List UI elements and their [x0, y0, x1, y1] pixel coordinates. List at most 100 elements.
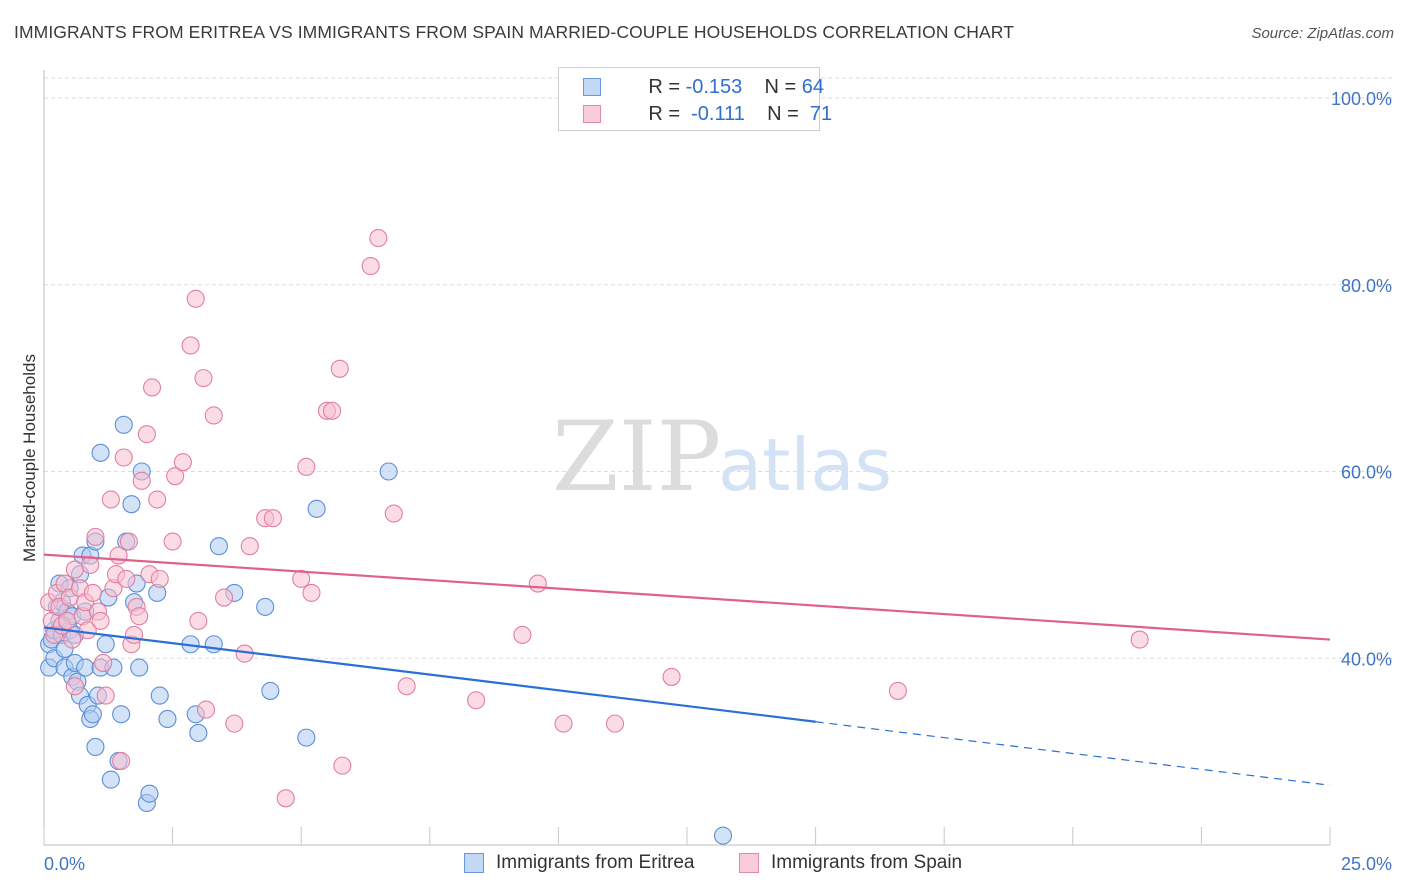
- spain-legend-swatch: [739, 853, 759, 873]
- legend-item-eritrea: Immigrants from Eritrea: [464, 852, 694, 874]
- n-label: N =: [764, 75, 802, 98]
- eritrea-trend-line: [43, 626, 816, 723]
- eritrea-point: [101, 770, 120, 789]
- spain-point: [130, 607, 149, 626]
- eritrea-point: [307, 499, 326, 518]
- eritrea-point: [204, 635, 223, 654]
- spain-point: [148, 490, 167, 509]
- spain-point: [96, 686, 115, 705]
- spain-point: [166, 467, 185, 486]
- eritrea-point: [91, 443, 110, 462]
- legend-row-eritrea-text: R = -0.153 N = 64: [615, 53, 824, 122]
- spain-point: [181, 336, 200, 355]
- legend-row-spain-text: R = -0.111 N = 71: [615, 80, 832, 149]
- source-label: Source: ZipAtlas.com: [1251, 25, 1394, 42]
- eritrea-point: [209, 537, 228, 556]
- r-label: R =: [648, 102, 686, 125]
- eritrea-point: [86, 737, 105, 757]
- spain-point: [91, 611, 110, 630]
- spain-point: [369, 229, 388, 248]
- spain-point: [78, 621, 97, 640]
- eritrea-point: [83, 705, 102, 724]
- eritrea-point: [96, 635, 115, 654]
- spain-point: [361, 257, 380, 276]
- spain-point: [263, 509, 282, 528]
- spain-point: [240, 537, 259, 556]
- spain-point: [214, 588, 234, 607]
- spain-point: [662, 667, 681, 686]
- eritrea-point: [379, 462, 398, 481]
- n-value: 71: [804, 102, 833, 125]
- spain-swatch: [583, 105, 601, 123]
- eritrea-trend-extension: [815, 721, 1331, 786]
- y-axis-title: Married-couple Households: [20, 354, 39, 562]
- data-points: [40, 229, 1149, 845]
- eritrea-point: [158, 709, 177, 728]
- eritrea-point: [130, 658, 149, 677]
- spain-point: [114, 448, 133, 467]
- spain-point: [323, 401, 342, 420]
- eritrea-point: [297, 728, 316, 747]
- eritrea-swatch: [583, 78, 601, 96]
- eritrea-point: [189, 723, 208, 743]
- spain-point: [150, 569, 169, 588]
- spain-point: [86, 527, 105, 546]
- spain-point: [1130, 630, 1149, 649]
- y-tick-label: 60.0%: [1341, 463, 1392, 483]
- legend-stats: R = -0.153 N = 64 R = -0.111 N = 71: [558, 67, 832, 131]
- spain-point: [65, 560, 84, 579]
- spain-point: [65, 677, 84, 696]
- watermark-zip: ZIP: [552, 401, 721, 513]
- spain-point: [605, 714, 625, 733]
- watermark-atlas: atlas: [718, 423, 892, 507]
- spain-point: [117, 569, 136, 588]
- eritrea-point: [713, 826, 733, 845]
- spain-point: [112, 751, 131, 771]
- spain-point: [94, 653, 113, 672]
- y-tick-label: 40.0%: [1341, 649, 1392, 669]
- x-tick-label: 25.0%: [1341, 854, 1392, 874]
- spain-point: [132, 471, 151, 490]
- eritrea-point: [76, 658, 95, 677]
- legend-label-spain: Immigrants from Spain: [771, 852, 963, 873]
- legend-label-eritrea: Immigrants from Eritrea: [496, 852, 695, 873]
- spain-point: [109, 546, 128, 565]
- grid-lines: [44, 77, 1395, 659]
- spain-point: [63, 630, 82, 649]
- eritrea-point: [150, 686, 169, 705]
- spain-point: [330, 359, 349, 378]
- spain-point: [513, 625, 532, 644]
- eritrea-point: [140, 784, 159, 803]
- y-tick-label: 80.0%: [1341, 276, 1392, 296]
- watermark: ZIP atlas: [552, 401, 892, 513]
- eritrea-point: [122, 495, 141, 514]
- spain-point: [204, 406, 223, 425]
- eritrea-point: [256, 597, 275, 616]
- spain-point: [297, 457, 316, 476]
- spain-point: [186, 289, 205, 308]
- spain-point: [333, 756, 352, 775]
- n-value: 64: [801, 75, 825, 98]
- spain-trend-line: [43, 553, 1331, 641]
- legend-item-spain: Immigrants from Spain: [739, 852, 962, 874]
- eritrea-point: [114, 415, 133, 434]
- eritrea-point: [261, 681, 280, 700]
- axes: [43, 70, 1331, 846]
- spain-point: [467, 691, 486, 710]
- spain-point: [101, 490, 120, 509]
- y-tick-label: 100.0%: [1331, 89, 1392, 109]
- spain-point: [163, 532, 182, 551]
- x-tick-label: 0.0%: [44, 854, 85, 874]
- eritrea-legend-swatch: [464, 853, 484, 873]
- tick-labels: 40.0% 60.0% 80.0% 100.0% 0.0% 25.0% Married-co…: [20, 89, 1392, 874]
- spain-point: [554, 714, 573, 733]
- n-label: N =: [767, 102, 805, 125]
- spain-point: [292, 569, 311, 588]
- spain-point: [276, 789, 295, 808]
- r-label: R =: [648, 75, 686, 98]
- spain-point: [189, 611, 208, 630]
- spain-point: [384, 504, 403, 523]
- spain-point: [173, 453, 192, 472]
- spain-point: [194, 369, 213, 388]
- spain-point: [58, 611, 77, 630]
